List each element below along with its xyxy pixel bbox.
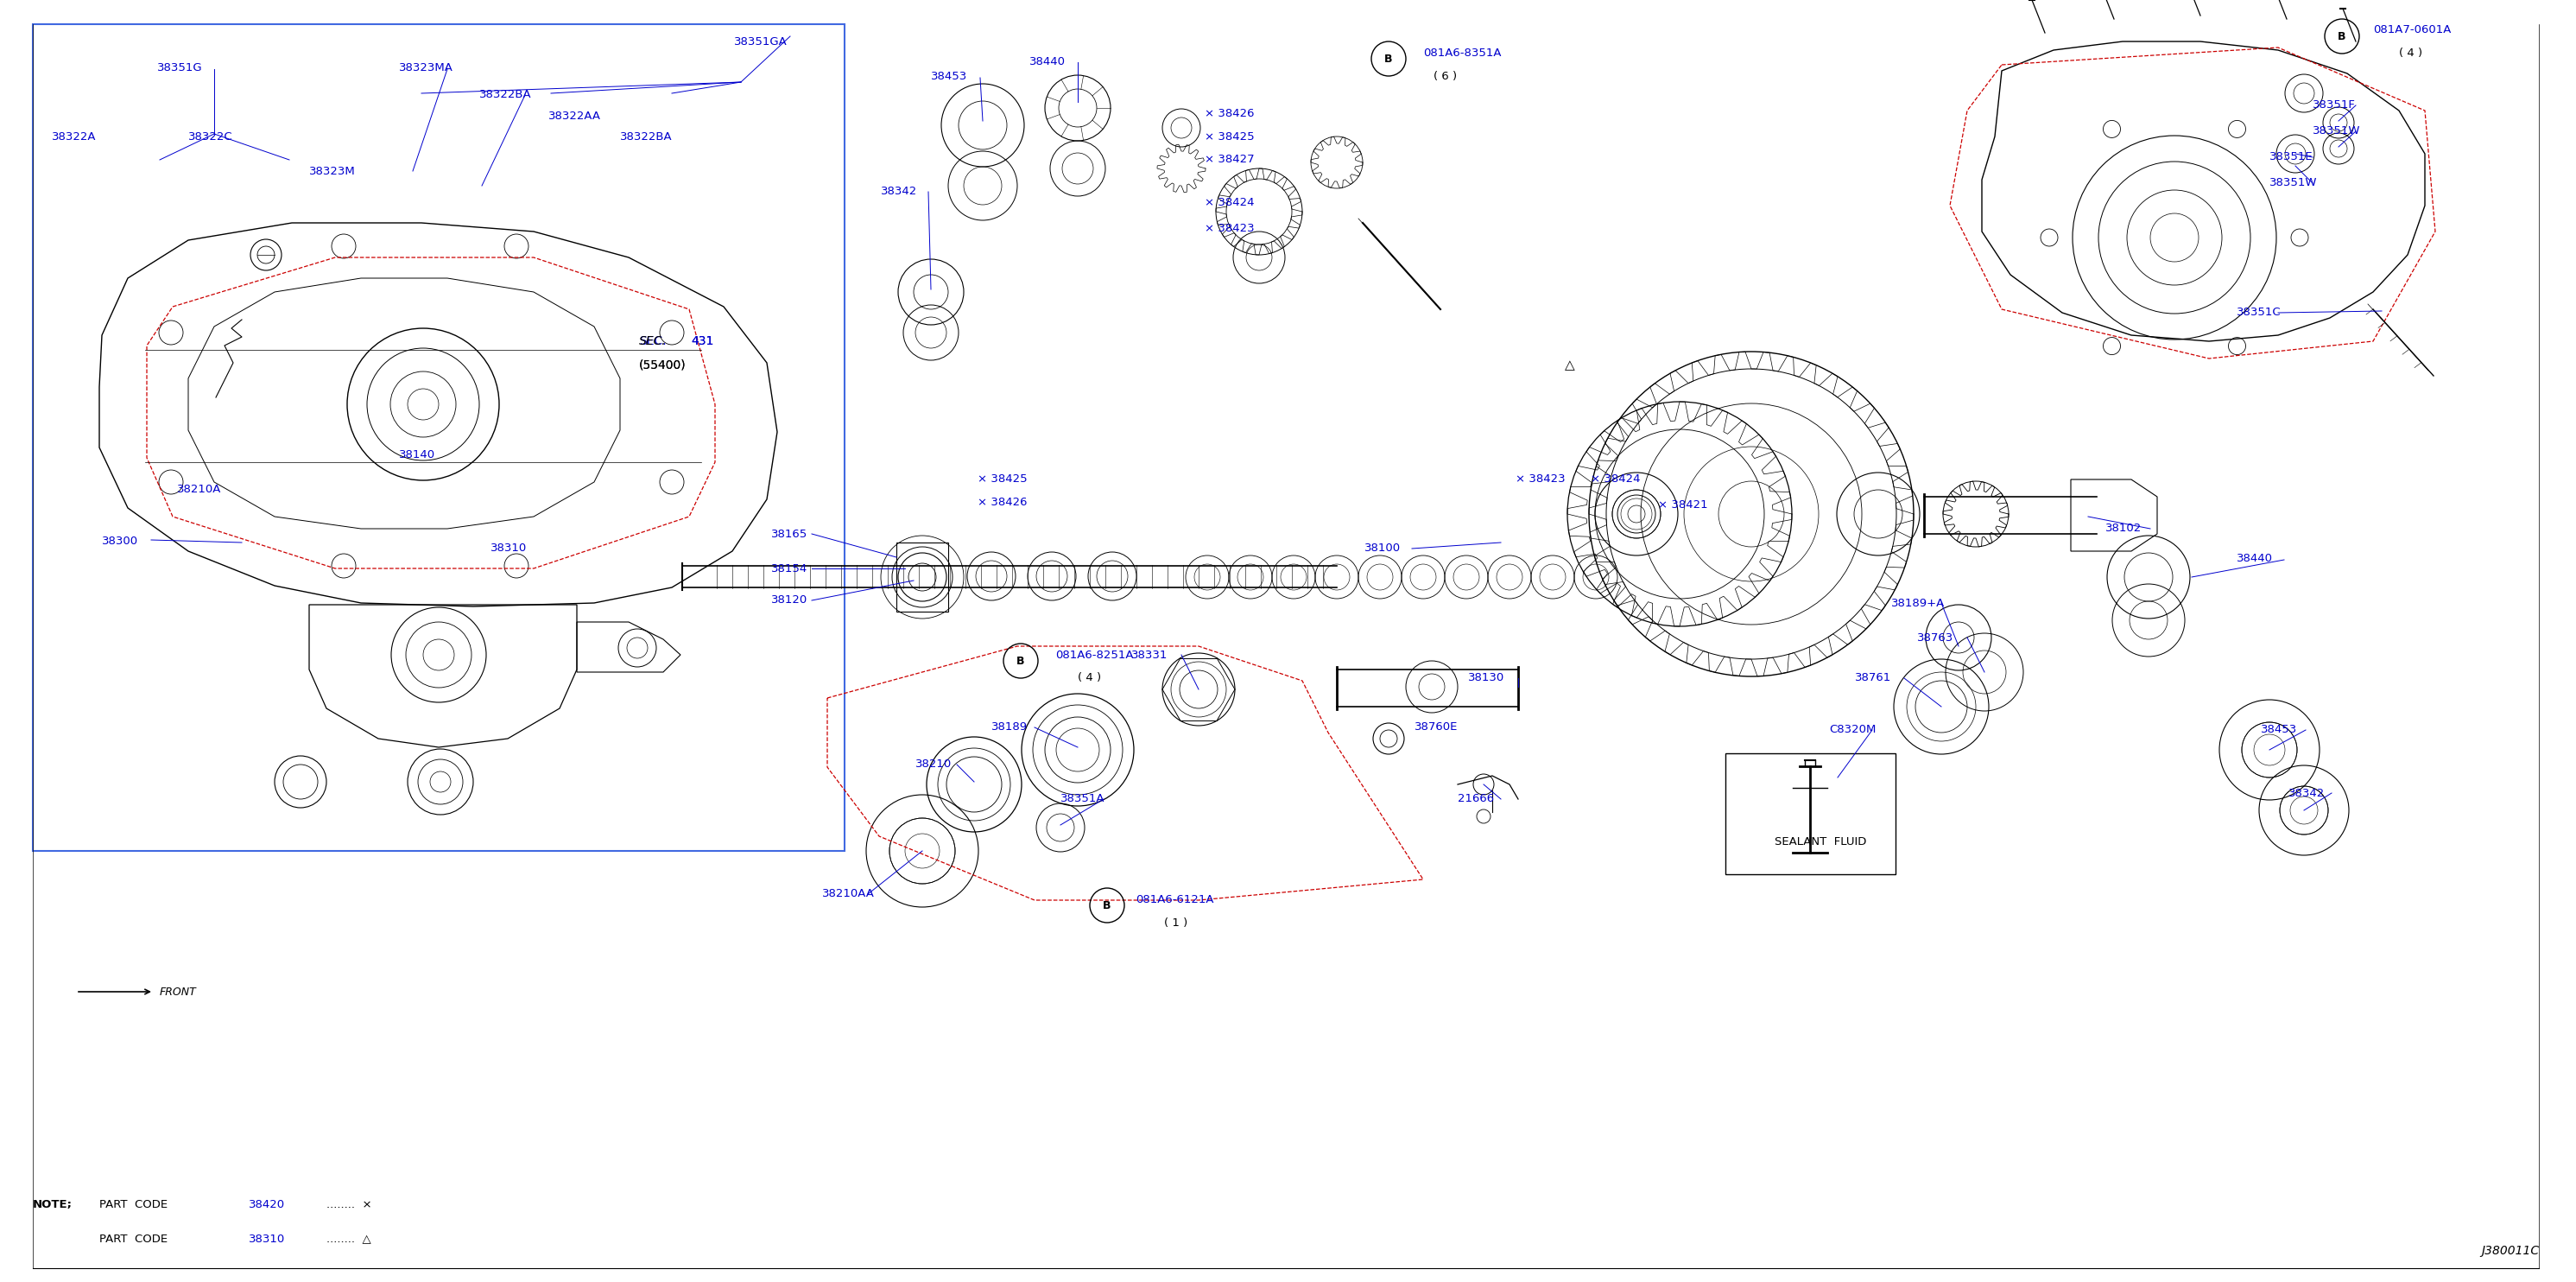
- Text: 38453: 38453: [2262, 724, 2298, 735]
- Text: 38165: 38165: [770, 528, 809, 540]
- Text: 38351GA: 38351GA: [734, 36, 788, 47]
- Text: SEC.: SEC.: [639, 335, 667, 347]
- Text: 38351W: 38351W: [2269, 177, 2318, 188]
- Text: B: B: [1103, 900, 1110, 912]
- Text: × 38425: × 38425: [1206, 131, 1255, 142]
- Text: 38210: 38210: [914, 759, 953, 769]
- Text: 38130: 38130: [1468, 672, 1504, 683]
- Text: B: B: [1383, 53, 1394, 64]
- Text: 38342: 38342: [2287, 788, 2326, 799]
- Text: 431: 431: [690, 335, 714, 347]
- Text: 38323MA: 38323MA: [399, 63, 453, 73]
- Text: × 38421: × 38421: [1659, 499, 1708, 510]
- Text: 081A6-8251A: 081A6-8251A: [1056, 650, 1133, 660]
- Text: × 38423: × 38423: [1206, 223, 1255, 235]
- Text: × 38423: × 38423: [1515, 473, 1566, 485]
- Text: 38351F: 38351F: [2313, 99, 2354, 110]
- Text: 38322BA: 38322BA: [479, 88, 531, 100]
- Bar: [33, 24, 845, 851]
- Text: ( 4 ): ( 4 ): [2398, 47, 2421, 59]
- Text: 38310: 38310: [250, 1233, 286, 1245]
- Text: 21666: 21666: [1458, 794, 1494, 804]
- Text: 38331: 38331: [1131, 650, 1167, 660]
- Text: 38322AA: 38322AA: [549, 110, 600, 122]
- Text: 38453: 38453: [930, 71, 969, 82]
- Text: △: △: [1564, 359, 1574, 372]
- Text: 38300: 38300: [103, 536, 139, 547]
- Text: 081A6-8351A: 081A6-8351A: [1422, 47, 1502, 59]
- Text: 38420: 38420: [250, 1199, 286, 1210]
- Text: 38323M: 38323M: [309, 165, 355, 177]
- Text: SEALANT  FLUID: SEALANT FLUID: [1775, 836, 1868, 847]
- Text: 38189+A: 38189+A: [1891, 597, 1945, 609]
- Text: ( 1 ): ( 1 ): [1164, 918, 1188, 928]
- Text: 38351C: 38351C: [2236, 306, 2282, 318]
- Text: ........  ×: ........ ×: [327, 1199, 371, 1210]
- Text: SEC.: SEC.: [639, 335, 667, 347]
- Text: ........  △: ........ △: [327, 1233, 371, 1245]
- Text: 38351G: 38351G: [157, 63, 204, 73]
- Text: PART  CODE: PART CODE: [100, 1233, 167, 1245]
- Text: 38100: 38100: [1365, 542, 1401, 554]
- Text: J380011C: J380011C: [2481, 1245, 2540, 1256]
- Text: × 38424: × 38424: [1589, 473, 1641, 485]
- Text: 081A7-0601A: 081A7-0601A: [2372, 24, 2452, 36]
- Text: (55400): (55400): [639, 359, 685, 370]
- Text: 38760E: 38760E: [1414, 722, 1458, 732]
- Text: 38154: 38154: [770, 563, 809, 574]
- Text: 38322C: 38322C: [188, 131, 232, 142]
- Text: B: B: [1018, 655, 1025, 667]
- Text: × 38426: × 38426: [976, 496, 1028, 508]
- Text: 38140: 38140: [399, 449, 435, 460]
- Text: × 38424: × 38424: [1206, 197, 1255, 208]
- Text: 38351W: 38351W: [2313, 126, 2360, 136]
- Text: 38440: 38440: [1030, 56, 1066, 68]
- Text: 38342: 38342: [881, 186, 917, 197]
- Text: (55400): (55400): [639, 359, 685, 370]
- Text: 38210A: 38210A: [178, 483, 222, 495]
- Text: 431: 431: [690, 335, 714, 347]
- Text: 38322BA: 38322BA: [621, 131, 672, 142]
- Text: × 38426: × 38426: [1206, 108, 1255, 119]
- Text: × 38425: × 38425: [976, 473, 1028, 485]
- Text: 38351A: 38351A: [1061, 794, 1105, 804]
- Text: 38322A: 38322A: [52, 131, 95, 142]
- Text: PART  CODE: PART CODE: [100, 1199, 167, 1210]
- Text: 38761: 38761: [1855, 672, 1891, 683]
- Text: B: B: [2339, 31, 2347, 42]
- Bar: [1726, 754, 1896, 874]
- Text: 38440: 38440: [2236, 553, 2272, 564]
- Text: × 38427: × 38427: [1206, 154, 1255, 165]
- Text: 38189: 38189: [992, 722, 1028, 732]
- Text: 38351E: 38351E: [2269, 151, 2313, 163]
- Text: 38120: 38120: [770, 595, 809, 605]
- Text: ( 6 ): ( 6 ): [1432, 71, 1458, 82]
- Text: ( 4 ): ( 4 ): [1077, 672, 1100, 683]
- Text: 38102: 38102: [2105, 523, 2141, 533]
- Text: 38310: 38310: [489, 542, 528, 554]
- Text: 38210AA: 38210AA: [822, 888, 876, 899]
- Text: FRONT: FRONT: [160, 986, 196, 997]
- Text: 38763: 38763: [1917, 632, 1953, 644]
- Text: C8320M: C8320M: [1829, 724, 1875, 735]
- Text: NOTE;: NOTE;: [33, 1199, 72, 1210]
- Text: 081A6-6121A: 081A6-6121A: [1136, 894, 1213, 905]
